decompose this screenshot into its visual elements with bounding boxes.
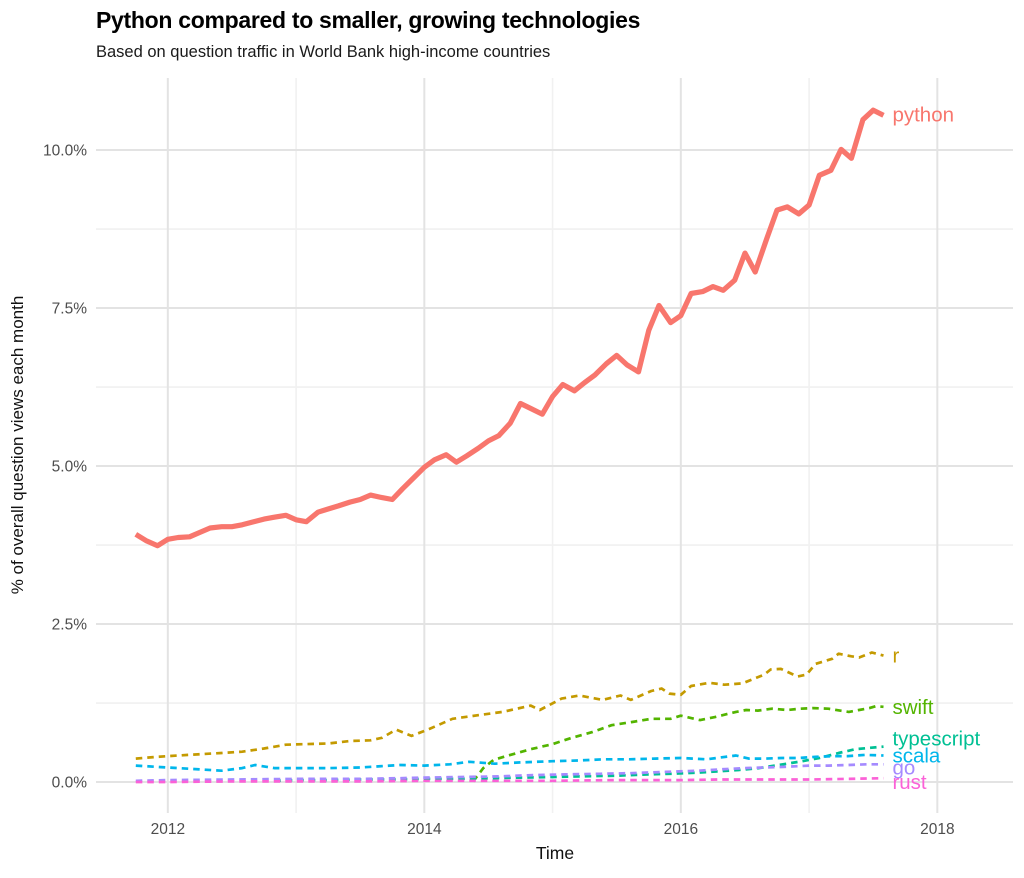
y-tick-label: 0.0% [52,775,88,792]
series-line-typescript [274,745,884,783]
series-line-python [134,107,885,549]
y-axis-title: % of overall question views each month [8,295,27,595]
series-label-go: go [892,756,915,779]
series-line-r [135,651,884,760]
y-tick-label: 7.5% [52,301,88,318]
y-tick-label: 10.0% [43,143,87,160]
series-line-swift [472,704,884,783]
series-label-r: r [892,645,899,668]
x-tick-label: 2016 [664,821,698,838]
series-label-python: python [892,103,954,126]
chart-title: Python compared to smaller, growing tech… [96,7,641,33]
series-label-rust: rust [892,771,926,794]
x-axis-title: Time [535,843,575,863]
series-label-scala: scala [892,744,940,767]
y-tick-label: 5.0% [52,459,88,476]
series-line-rust [135,776,884,784]
x-tick-label: 2012 [151,821,185,838]
series-label-typescript: typescript [892,728,980,751]
series-line-scala [135,753,884,773]
chart-subtitle: Based on question traffic in World Bank … [96,43,551,61]
x-tick-label: 2018 [920,821,954,838]
y-tick-label: 2.5% [52,617,88,634]
series-label-swift: swift [892,696,933,719]
x-tick-label: 2014 [407,821,442,838]
